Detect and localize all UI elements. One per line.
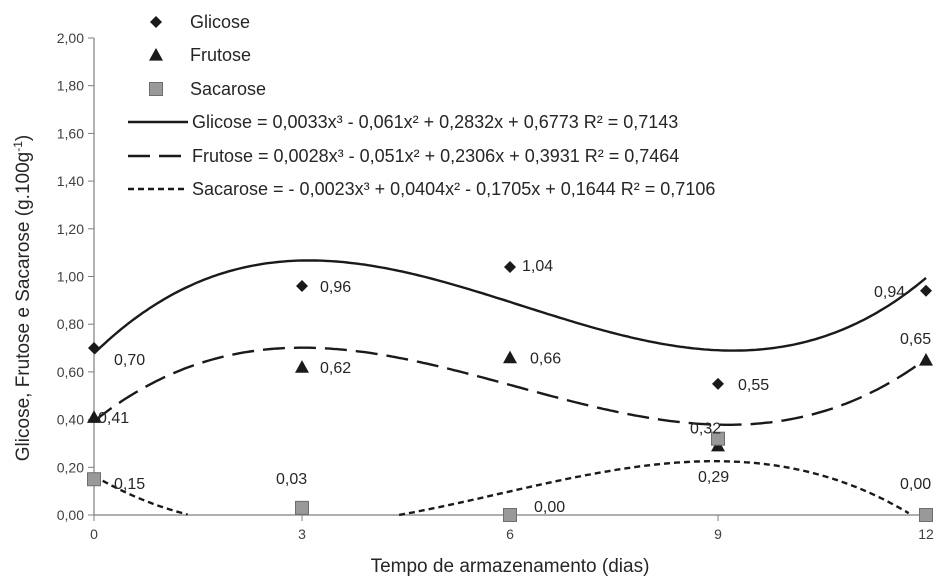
legend-frutose-trend-label: Frutose = 0,0028x³ - 0,051x² + 0,2306x +… bbox=[192, 146, 679, 166]
y-tick-label: 0,60 bbox=[57, 364, 84, 380]
legend-glicose-marker bbox=[150, 16, 162, 28]
y-tick-label: 1,20 bbox=[57, 221, 84, 237]
x-tick-label: 12 bbox=[918, 526, 934, 542]
x-axis-label: Tempo de armazenamento (dias) bbox=[371, 556, 650, 577]
glicose-data-label: 0,55 bbox=[738, 377, 769, 394]
frutose-point bbox=[503, 350, 517, 364]
y-tick-label: 1,60 bbox=[57, 125, 84, 141]
trend-lines bbox=[93, 259, 927, 517]
glicose-point bbox=[504, 260, 516, 273]
glicose-point bbox=[296, 280, 308, 293]
frutose-point bbox=[295, 360, 309, 373]
sacarose-point bbox=[503, 508, 517, 522]
sacarose-point bbox=[295, 500, 309, 515]
frutose-data-label: 0,29 bbox=[698, 469, 729, 486]
glicose-data-label: 0,94 bbox=[874, 284, 905, 301]
y-tick-label: 0,20 bbox=[57, 459, 84, 475]
legend-sacarose-marker bbox=[149, 82, 163, 96]
y-axis-label-close: ) bbox=[13, 135, 34, 141]
x-tick-label: 6 bbox=[506, 526, 514, 542]
legend: Glicose Frutose Sacarose Glicose = 0,0033x³… bbox=[128, 12, 715, 199]
y-tick-label: 0,40 bbox=[57, 412, 84, 428]
x-tick-label: 9 bbox=[714, 526, 722, 542]
sacarose-data-label: 0,00 bbox=[900, 476, 931, 493]
trend-line-sacarose bbox=[398, 460, 910, 517]
y-axis-label-main: Glicose, Frutose e Sacarose (g.100g bbox=[13, 152, 34, 461]
trend-line-frutose bbox=[93, 346, 927, 426]
legend-sacarose-trend-label: Sacarose = - 0,0023x³ + 0,0404x² - 0,170… bbox=[192, 179, 715, 199]
trend-line-glicose bbox=[93, 259, 927, 355]
x-tick-label: 3 bbox=[298, 526, 306, 542]
trend-line-sacarose bbox=[93, 474, 188, 516]
y-tick-label: 1,00 bbox=[57, 269, 84, 285]
legend-frutose-label: Frutose bbox=[190, 45, 251, 65]
sacarose-point bbox=[87, 472, 101, 487]
y-tick-label: 0,00 bbox=[57, 507, 84, 523]
sacarose-point bbox=[711, 431, 725, 446]
data-points bbox=[87, 260, 933, 522]
frutose-data-label: 0,65 bbox=[900, 331, 931, 348]
glicose-data-label: 1,04 bbox=[522, 258, 553, 275]
sacarose-data-label: 0,32 bbox=[690, 421, 721, 438]
y-tick-label: 2,00 bbox=[57, 30, 84, 46]
y-axis-label-superscript: -1 bbox=[11, 141, 25, 152]
x-tick-label: 0 bbox=[90, 526, 98, 542]
frutose-point bbox=[919, 352, 933, 366]
y-tick-label: 1,40 bbox=[57, 173, 84, 189]
y-ticks: 0,00 0,20 0,40 0,60 0,80 1,00 1,20 1,40 1,60 1,80… bbox=[57, 30, 94, 523]
legend-frutose-marker bbox=[149, 48, 163, 61]
sacarose-point bbox=[919, 508, 933, 522]
data-labels: 0,70 0,96 1,04 0,55 0,94 0,41 0,62 0,66 0,29 0,65… bbox=[98, 258, 931, 516]
glicose-point bbox=[920, 284, 932, 297]
legend-glicose-label: Glicose bbox=[190, 12, 250, 32]
glicose-data-label: 0,96 bbox=[320, 279, 351, 296]
sacarose-data-label: 0,00 bbox=[534, 499, 565, 516]
frutose-data-label: 0,62 bbox=[320, 360, 351, 377]
y-axis-label: Glicose, Frutose e Sacarose (g.100g-1) bbox=[11, 135, 34, 461]
frutose-data-label: 0,41 bbox=[98, 410, 129, 427]
sacarose-data-label: 0,15 bbox=[114, 476, 145, 493]
frutose-data-label: 0,66 bbox=[530, 351, 561, 368]
glicose-data-label: 0,70 bbox=[114, 352, 145, 369]
y-tick-label: 0,80 bbox=[57, 316, 84, 332]
frutose-point bbox=[87, 410, 101, 423]
legend-glicose-trend-label: Glicose = 0,0033x³ - 0,061x² + 0,2832x +… bbox=[192, 112, 678, 132]
glicose-point bbox=[88, 342, 100, 355]
x-ticks: 0 3 6 9 12 bbox=[90, 515, 934, 542]
glicose-point bbox=[712, 377, 724, 390]
sacarose-data-label: 0,03 bbox=[276, 471, 307, 488]
legend-sacarose-label: Sacarose bbox=[190, 79, 266, 99]
axes bbox=[93, 38, 926, 516]
y-tick-label: 1,80 bbox=[57, 78, 84, 94]
